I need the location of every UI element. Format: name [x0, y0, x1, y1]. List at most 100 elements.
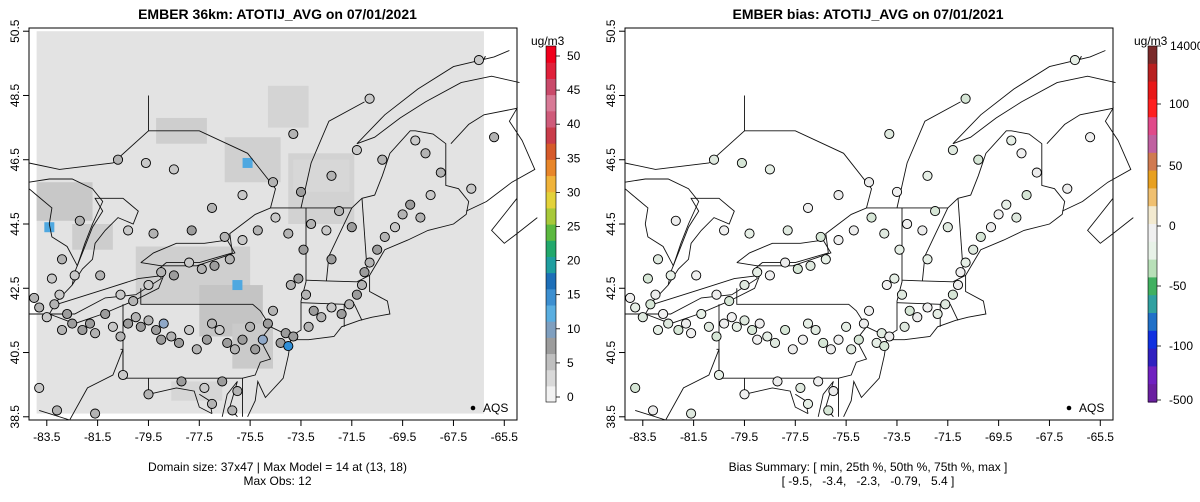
aqs-site-point [283, 228, 294, 239]
aqs-site-point [237, 190, 248, 201]
state-border [901, 274, 966, 283]
colorbar-frame [1147, 45, 1158, 403]
aqs-site-point [1069, 55, 1080, 66]
aqs-site-point [49, 299, 60, 310]
aqs-site-point [724, 296, 735, 307]
aqs-site-point [940, 299, 951, 310]
aqs-site-point [731, 321, 742, 332]
aqs-site-point [696, 308, 707, 320]
model-raster-cell [293, 159, 350, 192]
colorbar-tick-label: 40 [567, 117, 581, 131]
aqs-site-point [899, 321, 910, 332]
left-footer-line2: Max Obs: 12 [243, 474, 312, 488]
state-border [921, 207, 949, 281]
aqs-site-point [326, 302, 337, 313]
left-map-panel: AQS -83.5 -81.5 -79.5 -77.5 -75.5 -73.5 -71.5 -6… [8, 19, 538, 444]
x-tick-label: -69.5 [389, 430, 417, 444]
colorbar-tick-label: 35 [567, 151, 581, 165]
state-border [39, 349, 124, 421]
aqs-site-point [415, 212, 426, 223]
aqs-site-point [359, 267, 370, 278]
y-tick-label: 38.5 [8, 405, 22, 429]
aqs-site-point [184, 324, 195, 336]
colorbar-tick-label: 10 [567, 322, 581, 336]
colorbar-swatch [546, 46, 556, 63]
aqs-site-point [112, 154, 124, 165]
aqs-site-point [67, 318, 78, 329]
colorbar-swatch [546, 321, 556, 338]
legend-label: AQS [483, 401, 508, 415]
colorbar-swatch [1148, 46, 1157, 65]
aqs-site-point [782, 225, 793, 236]
boundary-line [1046, 107, 1132, 212]
colorbar-swatch [546, 353, 556, 371]
colorbar-swatch [1148, 152, 1157, 172]
aqs-site-point [143, 315, 154, 326]
aqs-site-point [881, 279, 892, 291]
aqs-site-point [1011, 212, 1022, 223]
state-border [28, 95, 149, 170]
right-panel-title: EMBER bias: ATOTIJ_AVG on 07/01/2021 [732, 6, 1004, 22]
state-border [718, 288, 868, 379]
state-border [896, 101, 961, 208]
colorbar-swatch [546, 175, 556, 193]
aqs-site-point [115, 331, 126, 342]
aqs-site-point [739, 315, 750, 326]
aqs-site-point [186, 225, 197, 236]
aqs-site-point [912, 312, 923, 323]
aqs-site-point [321, 225, 332, 236]
aqs-site-point [46, 273, 57, 284]
aqs-site-point [942, 222, 953, 233]
colorbar-swatch [546, 240, 556, 257]
aqs-site-point [754, 318, 765, 329]
aqs-site-point [1031, 167, 1042, 178]
aqs-site-point [792, 263, 803, 275]
colorbar-tick-label: 0 [567, 390, 574, 404]
y-tick-label: 42.5 [604, 276, 618, 300]
aqs-site-point [410, 135, 421, 146]
aqs-site-point [780, 257, 791, 268]
aqs-site-point [54, 289, 65, 300]
state-border [957, 198, 964, 270]
aqs-site-point [34, 302, 45, 313]
aqs-site-point [196, 263, 207, 275]
aqs-site-point [69, 270, 80, 281]
aqs-site-point [473, 55, 484, 66]
aqs-site-point [148, 228, 159, 239]
aqs-site-point [711, 289, 722, 300]
aqs-site-point [250, 344, 261, 355]
aqs-site-point [356, 279, 368, 291]
aqs-site-point [135, 321, 146, 332]
aqs-site-point [270, 212, 281, 223]
aqs-site-point [894, 244, 905, 255]
boundary-line [644, 130, 1066, 417]
aqs-site-point [879, 228, 890, 239]
legend-marker [1066, 405, 1072, 411]
aqs-site-point [176, 376, 187, 387]
aqs-site-point [752, 267, 763, 278]
aqs-site-point [257, 334, 268, 345]
aqs-site-point [932, 308, 943, 320]
aqs-site-point [326, 170, 337, 181]
aqs-site-point [156, 267, 167, 278]
aqs-site-point [973, 154, 984, 165]
x-tick-label: -67.5 [440, 430, 468, 444]
aqs-site-point [713, 369, 725, 381]
aqs-site-point [300, 289, 312, 300]
aqs-site-point [772, 376, 783, 387]
boundary-line [48, 130, 470, 417]
aqs-site-point [199, 382, 210, 393]
aqs-site-point [34, 382, 45, 393]
aqs-site-point [680, 318, 692, 329]
aqs-site-point [630, 382, 641, 393]
aqs-site-point [158, 318, 169, 329]
aqs-site-point [922, 254, 933, 265]
aqs-site-point [795, 382, 806, 393]
aqs-site-point [237, 334, 248, 345]
colorbar-swatch [1148, 330, 1157, 350]
aqs-site-point [245, 321, 256, 332]
state-border [635, 349, 720, 421]
y-tick-label: 44.5 [604, 212, 618, 236]
colorbar-swatch [546, 207, 556, 225]
left-footer-line1: Domain size: 37x47 | Max Model = 14 at (… [148, 460, 407, 474]
